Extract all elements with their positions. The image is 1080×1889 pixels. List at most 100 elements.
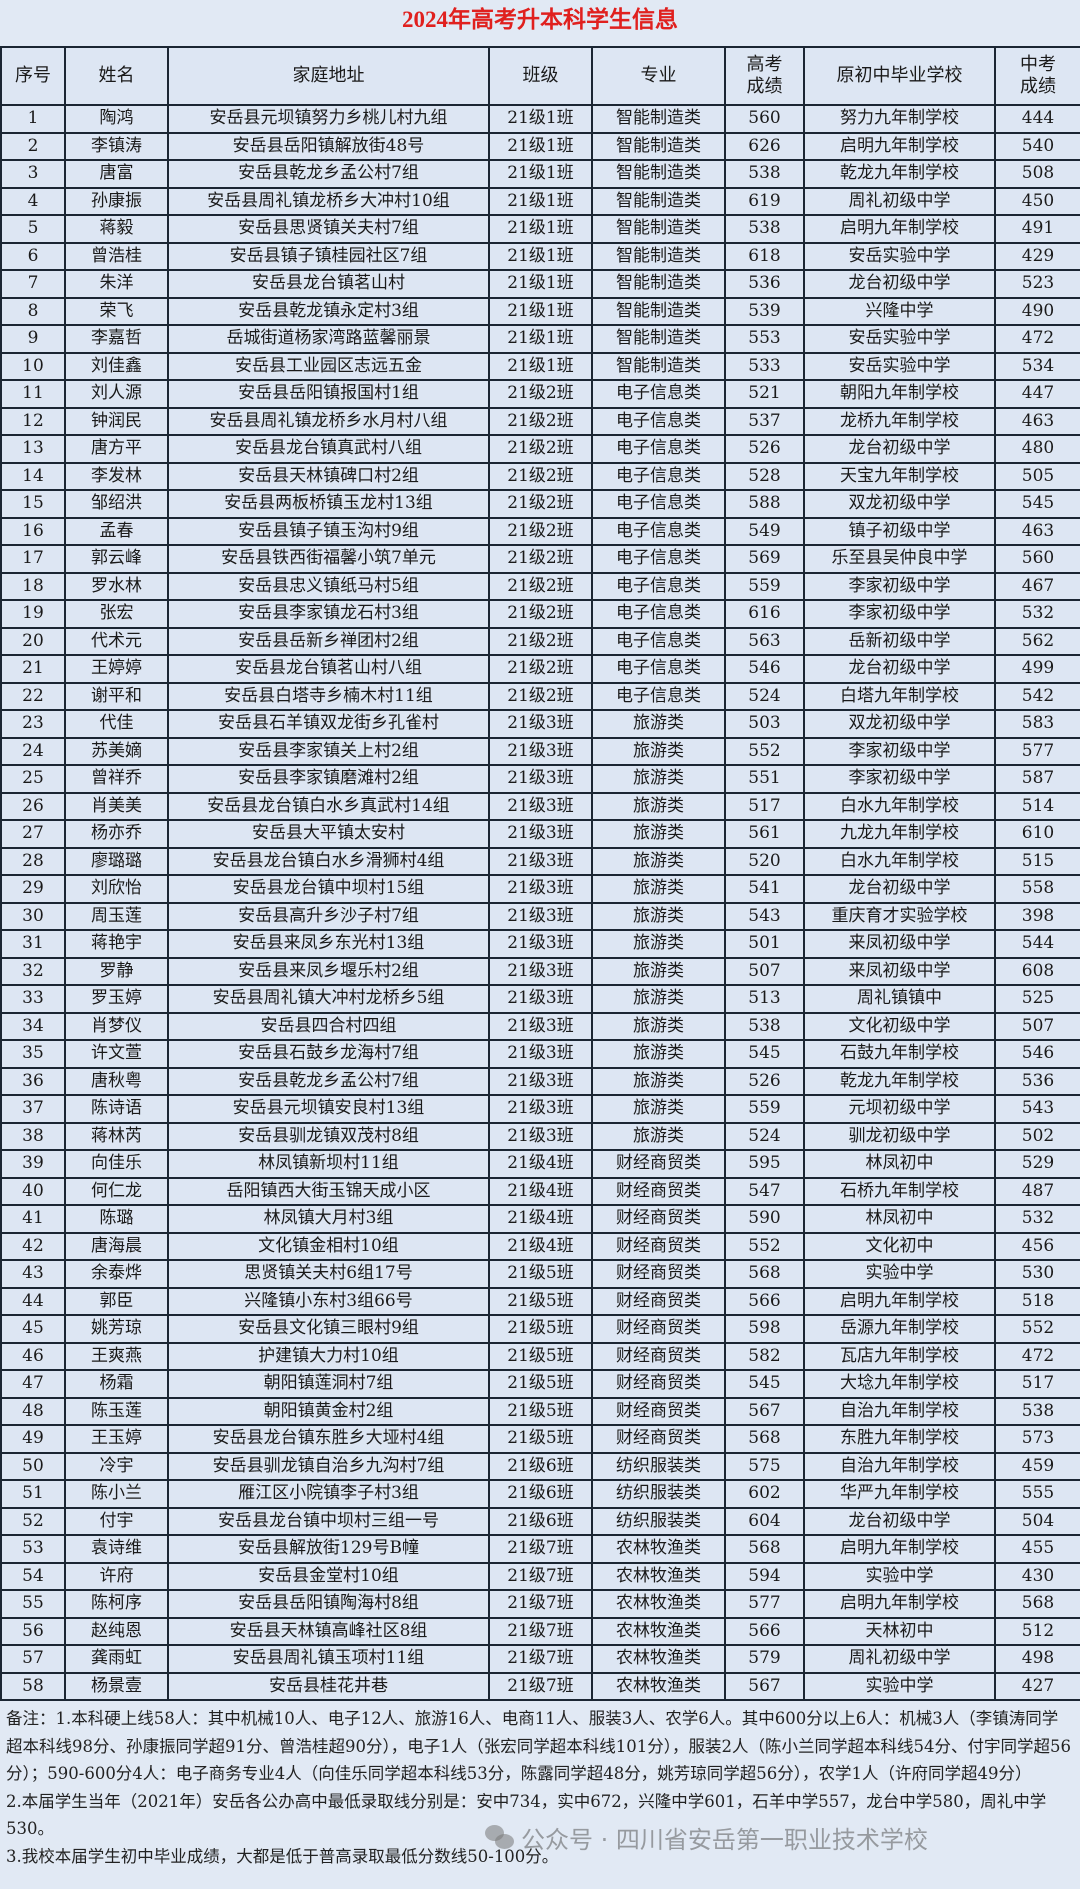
cell-name: 杨景壹	[64, 1671, 169, 1701]
page-title: 2024年高考升本科学生信息	[402, 7, 678, 32]
cell-gaokao-score: 568	[724, 1534, 805, 1564]
cell-index: 8	[0, 296, 66, 326]
cell-class: 21级5班	[488, 1341, 593, 1371]
cell-name: 罗水林	[64, 571, 169, 601]
cell-zhongkao-score: 523	[994, 269, 1080, 299]
cell-name: 向佳乐	[64, 1149, 169, 1179]
cell-zhongkao-score: 499	[994, 654, 1080, 684]
table-row: 34 肖梦仪 安岳县四合村四组 21级3班 旅游类 538 文化初级中学 507	[0, 1011, 1080, 1041]
cell-class: 21级3班	[488, 901, 593, 931]
cell-class: 21级1班	[488, 296, 593, 326]
cell-middle-school: 龙台初级中学	[803, 874, 996, 904]
table-row: 3 唐富 安岳县乾龙乡孟公村7组 21级1班 智能制造类 538 乾龙九年制学校 508	[0, 159, 1080, 189]
cell-middle-school: 自治九年制学校	[803, 1451, 996, 1481]
cell-class: 21级2班	[488, 489, 593, 519]
cell-index: 2	[0, 131, 66, 161]
cell-middle-school: 九龙九年制学校	[803, 819, 996, 849]
cell-middle-school: 安岳实验中学	[803, 351, 996, 381]
cell-class: 21级2班	[488, 406, 593, 436]
cell-middle-school: 启明九年制学校	[803, 1534, 996, 1564]
cell-class: 21级2班	[488, 681, 593, 711]
cell-gaokao-score: 517	[724, 791, 805, 821]
cell-gaokao-score: 566	[724, 1616, 805, 1646]
cell-class: 21级1班	[488, 131, 593, 161]
cell-index: 12	[0, 406, 66, 436]
cell-index: 38	[0, 1121, 66, 1151]
cell-middle-school: 华严九年制学校	[803, 1479, 996, 1509]
cell-class: 21级5班	[488, 1286, 593, 1316]
cell-gaokao-score: 541	[724, 874, 805, 904]
table-row: 14 李发林 安岳县天林镇碑口村2组 21级2班 电子信息类 528 天宝九年制学校 505	[0, 461, 1080, 491]
table-row: 41 陈璐 林凤镇大月村3组 21级4班 财经商贸类 590 林凤初中 532	[0, 1204, 1080, 1234]
table-row: 52 付宇 安岳县龙台镇中坝村三组一号 21级6班 纺织服装类 604 龙台初级中学 504	[0, 1506, 1080, 1536]
table-header-row: 序号 姓名 家庭地址 班级 专业 高考 成绩 原初中毕业学校 中考 成绩	[0, 46, 1080, 106]
cell-index: 27	[0, 819, 66, 849]
cell-gaokao-score: 545	[724, 1369, 805, 1399]
cell-address: 安岳县来凤乡东光村13组	[167, 929, 490, 959]
cell-middle-school: 天宝九年制学校	[803, 461, 996, 491]
cell-zhongkao-score: 530	[994, 1259, 1080, 1289]
cell-zhongkao-score: 505	[994, 461, 1080, 491]
cell-zhongkao-score: 430	[994, 1561, 1080, 1591]
table-row: 51 陈小兰 雁江区小院镇李子村3组 21级6班 纺织服装类 602 华严九年制学校 555	[0, 1479, 1080, 1509]
cell-zhongkao-score: 498	[994, 1644, 1080, 1674]
cell-index: 32	[0, 956, 66, 986]
cell-name: 冷宇	[64, 1451, 169, 1481]
cell-gaokao-score: 595	[724, 1149, 805, 1179]
cell-address: 安岳县两板桥镇玉龙村13组	[167, 489, 490, 519]
table-row: 24 苏美嫡 安岳县李家镇关上村2组 21级3班 旅游类 552 李家初级中学 577	[0, 736, 1080, 766]
cell-address: 安岳县白塔寺乡楠木村11组	[167, 681, 490, 711]
cell-name: 袁诗维	[64, 1534, 169, 1564]
table-row: 11 刘人源 安岳县岳阳镇报国村1组 21级2班 电子信息类 521 朝阳九年制学校 447	[0, 379, 1080, 409]
cell-name: 罗玉婷	[64, 984, 169, 1014]
cell-address: 林凤镇新坝村11组	[167, 1149, 490, 1179]
cell-gaokao-score: 567	[724, 1671, 805, 1701]
cell-index: 18	[0, 571, 66, 601]
cell-address: 安岳县周礼镇大冲村龙桥乡5组	[167, 984, 490, 1014]
cell-middle-school: 双龙初级中学	[803, 709, 996, 739]
table-row: 53 袁诗维 安岳县解放街129号B幢 21级7班 农林牧渔类 568 启明九年制学校 455	[0, 1534, 1080, 1564]
cell-name: 唐秋粤	[64, 1066, 169, 1096]
cell-address: 岳阳镇西大街玉锦天成小区	[167, 1176, 490, 1206]
cell-name: 廖璐璐	[64, 846, 169, 876]
table-row: 28 廖璐璐 安岳县龙台镇白水乡滑狮村4组 21级3班 旅游类 520 白水九年制学校 515	[0, 846, 1080, 876]
cell-name: 刘欣怡	[64, 874, 169, 904]
cell-middle-school: 启明九年制学校	[803, 214, 996, 244]
cell-zhongkao-score: 540	[994, 131, 1080, 161]
cell-address: 安岳县乾龙乡孟公村7组	[167, 159, 490, 189]
header-middle-school: 原初中毕业学校	[803, 46, 996, 106]
cell-major: 智能制造类	[591, 296, 726, 326]
cell-address: 安岳县镇子镇玉沟村9组	[167, 516, 490, 546]
cell-major: 智能制造类	[591, 269, 726, 299]
cell-middle-school: 龙台初级中学	[803, 269, 996, 299]
cell-index: 53	[0, 1534, 66, 1564]
cell-middle-school: 重庆育才实验学校	[803, 901, 996, 931]
cell-index: 54	[0, 1561, 66, 1591]
cell-middle-school: 朝阳九年制学校	[803, 379, 996, 409]
cell-address: 安岳县来凤乡堰乐村2组	[167, 956, 490, 986]
cell-index: 42	[0, 1231, 66, 1261]
cell-zhongkao-score: 480	[994, 434, 1080, 464]
cell-name: 陈小兰	[64, 1479, 169, 1509]
table-row: 2 李镇涛 安岳县岳阳镇解放街48号 21级1班 智能制造类 626 启明九年制学校 540	[0, 131, 1080, 161]
cell-major: 旅游类	[591, 819, 726, 849]
cell-major: 纺织服装类	[591, 1451, 726, 1481]
cell-address: 安岳县镇子镇桂园社区7组	[167, 241, 490, 271]
cell-gaokao-score: 588	[724, 489, 805, 519]
cell-gaokao-score: 538	[724, 1011, 805, 1041]
cell-index: 47	[0, 1369, 66, 1399]
header-address: 家庭地址	[167, 46, 490, 106]
cell-index: 23	[0, 709, 66, 739]
cell-class: 21级2班	[488, 544, 593, 574]
cell-name: 曾祥乔	[64, 764, 169, 794]
cell-class: 21级3班	[488, 709, 593, 739]
cell-middle-school: 安岳实验中学	[803, 241, 996, 271]
cell-gaokao-score: 552	[724, 1231, 805, 1261]
cell-middle-school: 启明九年制学校	[803, 131, 996, 161]
cell-major: 财经商贸类	[591, 1259, 726, 1289]
cell-name: 唐海晨	[64, 1231, 169, 1261]
cell-major: 财经商贸类	[591, 1231, 726, 1261]
cell-name: 孙康振	[64, 186, 169, 216]
cell-middle-school: 龙桥九年制学校	[803, 406, 996, 436]
cell-gaokao-score: 524	[724, 1121, 805, 1151]
